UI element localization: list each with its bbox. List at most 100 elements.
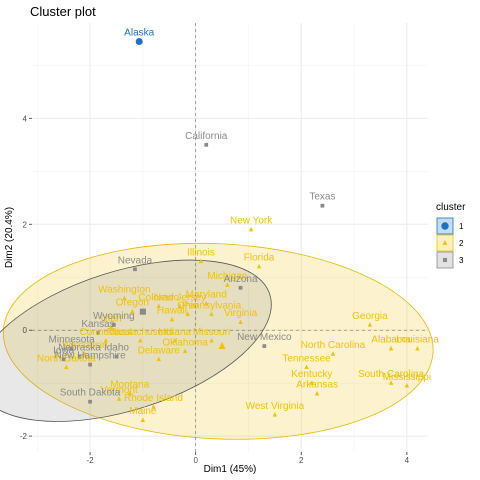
label-utah: Utah bbox=[101, 314, 122, 325]
point-minnesota bbox=[69, 346, 74, 351]
label-washington: Washington bbox=[98, 284, 150, 295]
label-nebraska: Nebraska bbox=[58, 343, 101, 354]
point-rhode-island bbox=[151, 404, 156, 409]
point-california bbox=[204, 142, 209, 147]
point-north-dakota bbox=[64, 364, 69, 370]
chart-title: Cluster plot bbox=[30, 4, 96, 19]
point-missouri bbox=[209, 337, 214, 343]
label-georgia: Georgia bbox=[352, 311, 388, 322]
label-idaho: Idaho bbox=[104, 343, 129, 354]
y-tick-label: 4 bbox=[23, 114, 28, 123]
legend-label-3: 3 bbox=[459, 256, 464, 265]
y-axis-label: Dim2 (20.4%) bbox=[4, 207, 15, 268]
label-new-jersey: New Jersey bbox=[154, 292, 206, 303]
point-arkansas bbox=[314, 390, 320, 396]
point-south-dakota bbox=[88, 399, 92, 404]
label-tennessee: Tennessee bbox=[282, 353, 331, 364]
label-rhode-island: Rhode Island bbox=[124, 393, 183, 404]
label-massachusetts: Massachusetts bbox=[107, 327, 174, 338]
label-oklahoma: Oklahoma bbox=[162, 337, 208, 348]
label-arizona: Arizona bbox=[224, 274, 258, 285]
axis-ticks: -2 0 2 4 -2 0 2 4 bbox=[20, 114, 410, 465]
label-florida: Florida bbox=[244, 253, 275, 264]
label-wyoming: Wyoming bbox=[93, 311, 135, 322]
point-wisconsin bbox=[82, 351, 87, 356]
centroid-2 bbox=[218, 341, 226, 349]
label-connecticut: Connecticut bbox=[80, 327, 133, 338]
point-wyoming bbox=[111, 323, 116, 327]
point-nebraska bbox=[77, 354, 82, 359]
point-kansas bbox=[96, 330, 100, 335]
label-delaware: Delaware bbox=[138, 345, 181, 356]
label-new-mexico: New Mexico bbox=[237, 332, 292, 343]
point-iowa bbox=[61, 357, 66, 362]
zero-lines bbox=[32, 23, 428, 452]
label-south-carolina: South Carolina bbox=[358, 369, 425, 380]
point-mississippi bbox=[404, 382, 410, 388]
x-tick-label: 4 bbox=[405, 456, 410, 465]
point-new-mexico bbox=[262, 344, 267, 348]
x-tick-label: 0 bbox=[193, 456, 198, 465]
point-maine bbox=[140, 417, 146, 422]
label-new-hampshire: New Hampshire bbox=[55, 351, 127, 362]
point-kentucky bbox=[309, 380, 315, 385]
point-nevada bbox=[133, 267, 137, 272]
point-north-carolina bbox=[330, 351, 336, 356]
label-colorado: Colorado bbox=[138, 292, 179, 303]
point-indiana bbox=[172, 337, 177, 343]
cluster-2-ellipse bbox=[2, 242, 434, 440]
label-texas: Texas bbox=[309, 192, 335, 203]
point-oklahoma bbox=[182, 348, 188, 354]
label-california: California bbox=[185, 131, 228, 142]
label-south-dakota: South Dakota bbox=[60, 388, 121, 399]
point-maryland bbox=[204, 300, 209, 306]
plot-panel bbox=[32, 23, 428, 452]
point-michigan bbox=[225, 282, 230, 287]
point-virginia bbox=[238, 319, 243, 325]
point-florida bbox=[256, 263, 262, 269]
label-indiana: Indiana bbox=[158, 327, 191, 338]
legend-label-1: 1 bbox=[459, 222, 464, 231]
cluster-3-ellipse bbox=[0, 259, 272, 422]
point-montana bbox=[127, 390, 132, 396]
y-tick-label: -2 bbox=[20, 432, 28, 441]
label-kentucky: Kentucky bbox=[291, 369, 332, 380]
label-pennsylvania: Pennsylvania bbox=[182, 300, 242, 311]
label-oregon: Oregon bbox=[116, 298, 149, 309]
point-west-virginia bbox=[272, 412, 278, 417]
point-colorado bbox=[156, 303, 161, 309]
label-iowa: Iowa bbox=[53, 345, 75, 356]
cluster-ellipses bbox=[0, 242, 434, 440]
x-tick-label: -2 bbox=[87, 456, 95, 465]
label-alabama: Alabama bbox=[371, 335, 411, 346]
label-maine: Maine bbox=[129, 406, 157, 417]
label-virginia: Virginia bbox=[224, 308, 258, 319]
legend-label-2: 2 bbox=[459, 239, 464, 248]
label-wisconsin: Wisconsin bbox=[62, 340, 108, 351]
label-minnesota: Minnesota bbox=[49, 335, 96, 346]
label-louisiana: Louisiana bbox=[396, 335, 439, 346]
point-louisiana bbox=[415, 345, 420, 351]
point-tennessee bbox=[304, 364, 309, 370]
point-alaska bbox=[135, 38, 143, 46]
label-missouri: Missouri bbox=[193, 327, 230, 338]
point-new-hampshire bbox=[88, 362, 92, 367]
point-ohio bbox=[185, 311, 190, 317]
label-hawaii: Hawaii bbox=[157, 306, 187, 317]
label-north-carolina: North Carolina bbox=[301, 340, 366, 351]
label-west-virginia: West Virginia bbox=[246, 401, 305, 412]
point-arizona bbox=[238, 285, 243, 290]
legend: cluster 1 2 3 bbox=[436, 202, 466, 269]
point-illinois bbox=[198, 258, 204, 264]
point-new-york bbox=[248, 226, 254, 232]
point-hawaii bbox=[169, 316, 175, 322]
label-montana: Montana bbox=[110, 380, 149, 391]
legend-marker-3 bbox=[442, 257, 448, 263]
point-utah bbox=[109, 324, 114, 330]
x-tick-label: 2 bbox=[299, 456, 304, 465]
x-axis-label: Dim1 (45%) bbox=[204, 464, 257, 475]
label-mississippi: Mississippi bbox=[383, 372, 431, 383]
point-massachusetts bbox=[138, 337, 143, 343]
